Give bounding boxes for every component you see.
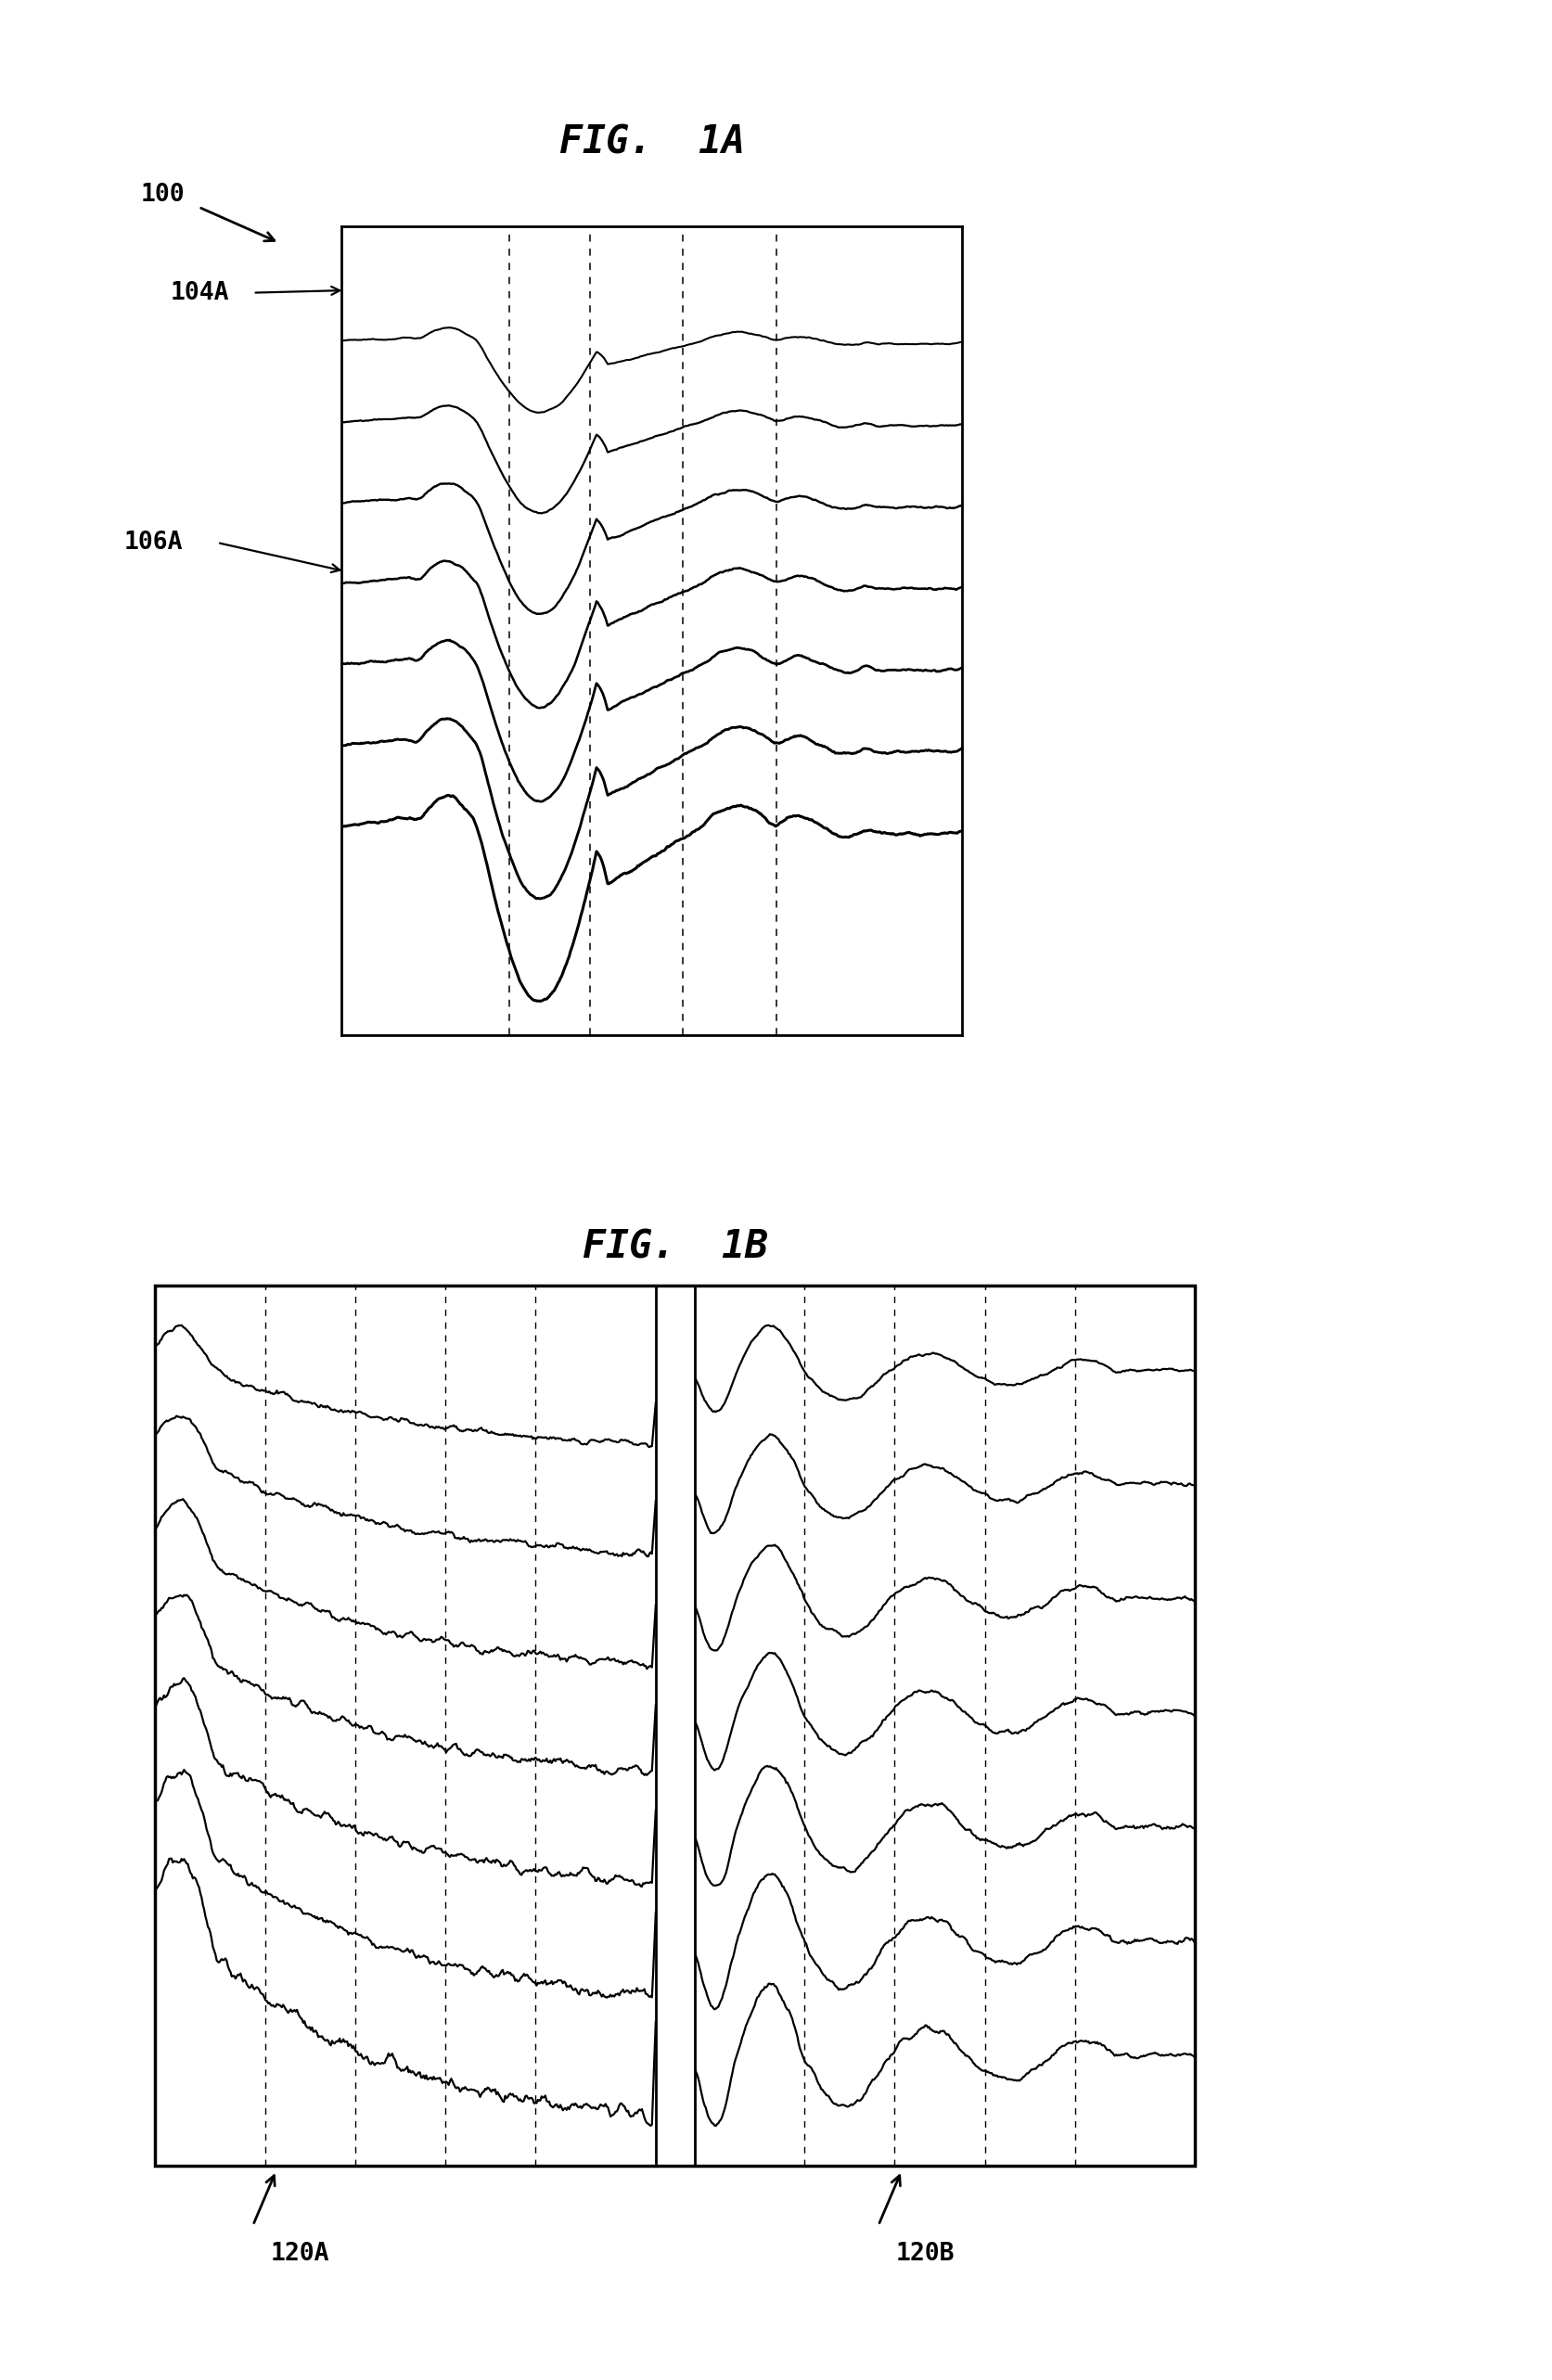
Text: FIG.  1B: FIG. 1B [582, 1228, 768, 1266]
Text: FIG.  1A: FIG. 1A [559, 124, 745, 162]
Text: 120B: 120B [896, 2242, 954, 2266]
Text: 104A: 104A [171, 281, 230, 305]
Text: 120A: 120A [270, 2242, 329, 2266]
Text: 106A: 106A [124, 531, 183, 555]
Text: 100: 100 [141, 183, 185, 207]
